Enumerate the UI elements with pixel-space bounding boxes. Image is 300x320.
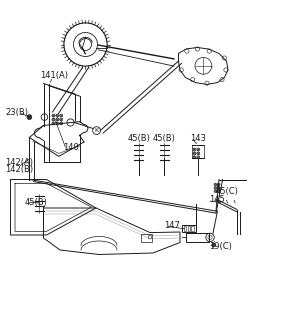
Text: 19(C): 19(C) bbox=[209, 242, 232, 251]
Circle shape bbox=[60, 122, 63, 125]
Circle shape bbox=[56, 118, 59, 121]
Text: 145: 145 bbox=[209, 195, 224, 204]
Circle shape bbox=[217, 183, 220, 186]
Bar bbox=[182, 225, 196, 232]
Circle shape bbox=[60, 114, 63, 117]
Circle shape bbox=[217, 187, 220, 189]
Bar bbox=[186, 233, 208, 242]
Text: 45(B): 45(B) bbox=[25, 197, 47, 206]
Circle shape bbox=[197, 148, 200, 151]
Circle shape bbox=[214, 190, 217, 193]
Text: 141(A): 141(A) bbox=[40, 71, 68, 80]
Circle shape bbox=[193, 152, 196, 155]
Circle shape bbox=[52, 114, 55, 117]
Circle shape bbox=[56, 122, 59, 125]
Circle shape bbox=[52, 122, 55, 125]
Bar bbox=[191, 226, 194, 231]
Circle shape bbox=[214, 187, 217, 189]
Bar bbox=[188, 226, 190, 231]
Text: 45(C): 45(C) bbox=[215, 187, 238, 196]
Bar bbox=[184, 226, 186, 231]
Text: 143: 143 bbox=[190, 134, 206, 143]
Circle shape bbox=[214, 183, 217, 186]
Text: 140: 140 bbox=[63, 143, 79, 152]
Bar bbox=[141, 234, 152, 242]
Text: 142(A): 142(A) bbox=[5, 158, 33, 167]
Text: 147: 147 bbox=[164, 221, 180, 230]
Circle shape bbox=[193, 156, 196, 159]
Circle shape bbox=[217, 190, 220, 193]
Text: 142(B): 142(B) bbox=[5, 165, 34, 174]
Text: 23(B): 23(B) bbox=[5, 108, 28, 117]
Text: 45(B): 45(B) bbox=[152, 134, 175, 143]
Circle shape bbox=[56, 114, 59, 117]
Circle shape bbox=[197, 152, 200, 155]
Circle shape bbox=[193, 148, 196, 151]
Circle shape bbox=[27, 115, 32, 119]
Text: 45(B): 45(B) bbox=[128, 134, 150, 143]
Circle shape bbox=[197, 156, 200, 159]
Circle shape bbox=[52, 118, 55, 121]
Circle shape bbox=[60, 118, 63, 121]
Circle shape bbox=[212, 244, 215, 247]
Text: K: K bbox=[94, 128, 99, 133]
